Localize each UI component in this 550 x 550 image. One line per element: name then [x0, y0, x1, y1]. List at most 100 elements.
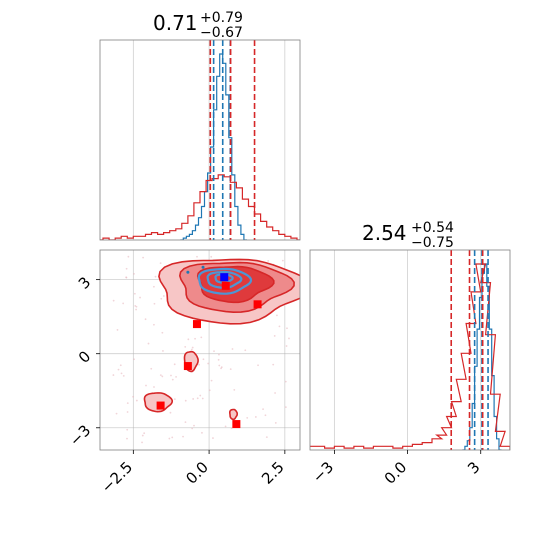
sample-point — [272, 363, 275, 366]
axes-frame — [99, 249, 301, 451]
sample-point — [139, 296, 141, 299]
sample-point — [126, 402, 129, 404]
x-tick-label: −3 — [309, 458, 337, 486]
panel-title-lower: −0.75 — [411, 235, 454, 251]
sample-point — [230, 427, 233, 430]
sample-point — [154, 275, 157, 278]
sample-point — [199, 394, 202, 397]
sample-point — [169, 411, 172, 414]
red-marker — [221, 281, 230, 290]
sample-point — [267, 259, 270, 262]
sample-point — [274, 392, 276, 394]
sample-point — [153, 285, 155, 288]
histogram-series-1 — [310, 263, 510, 450]
sample-point — [281, 259, 284, 262]
sample-point — [274, 422, 277, 424]
sample-point — [285, 345, 288, 347]
sample-point — [162, 295, 165, 297]
histogram-series-0 — [180, 53, 247, 240]
blue-marker — [220, 273, 229, 282]
sample-point — [218, 364, 221, 367]
blue-sample — [186, 270, 190, 274]
sample-point — [191, 427, 194, 430]
sample-point — [175, 376, 177, 378]
sample-point — [153, 323, 155, 326]
sample-point — [173, 398, 176, 401]
sample-point — [115, 412, 118, 415]
blue-contour — [206, 270, 243, 289]
sample-point — [126, 437, 128, 440]
sample-point — [126, 411, 129, 413]
sample-point — [160, 297, 163, 300]
sample-point — [182, 435, 184, 438]
sample-point — [161, 331, 164, 334]
sample-point — [119, 364, 122, 367]
histogram-panel-param1: 0.71 +0.79 −0.67 — [99, 10, 301, 241]
sample-point — [265, 436, 268, 439]
sample-point — [126, 428, 129, 431]
sample-point — [187, 338, 190, 341]
histogram-series-1 — [100, 174, 300, 240]
sample-point — [125, 267, 128, 270]
sample-point — [141, 441, 143, 444]
sample-point — [190, 348, 193, 351]
sample-point — [233, 388, 236, 391]
sample-point — [201, 431, 203, 434]
sample-point — [120, 372, 123, 375]
sample-point — [286, 327, 288, 330]
histogram-panel-param2: 2.54 +0.54 −0.75 −3 0.0 3 — [309, 220, 511, 488]
panel-title-lower: −0.67 — [200, 25, 243, 41]
sample-point — [153, 386, 155, 388]
sample-point — [194, 337, 196, 340]
sample-point — [127, 255, 130, 258]
sample-point — [254, 416, 257, 418]
sample-point — [142, 256, 145, 259]
sample-point — [212, 437, 214, 439]
sample-point — [220, 367, 222, 370]
sample-point — [262, 408, 264, 411]
sample-point — [210, 255, 213, 258]
sample-point — [257, 364, 259, 367]
contour-area — [112, 255, 300, 444]
y-tick-label: 0 — [75, 347, 94, 366]
sample-point — [218, 353, 220, 356]
sample-point — [229, 368, 232, 371]
sample-point — [202, 358, 205, 361]
y-tick-label: −3 — [66, 421, 94, 449]
sample-point — [143, 432, 146, 435]
sample-point — [153, 302, 156, 305]
panel-title-upper: +0.79 — [200, 10, 243, 26]
panel-title-value: 0.71 — [153, 11, 198, 35]
sample-point — [171, 378, 174, 381]
x-tick-label: 3 — [464, 458, 483, 477]
sample-point — [159, 262, 162, 265]
sample-point — [135, 305, 138, 308]
histogram-series-0 — [462, 263, 502, 450]
sample-point — [196, 397, 199, 400]
sample-point — [162, 350, 164, 352]
sample-point — [210, 379, 213, 382]
sample-point — [276, 314, 278, 317]
contour-panel: −2.5 0.0 2.5 3 0 −3 — [66, 249, 301, 497]
sample-point — [278, 325, 281, 328]
sample-point — [161, 375, 164, 378]
sample-point — [122, 302, 125, 305]
panel-title-upper: +0.54 — [411, 220, 454, 236]
sample-point — [133, 358, 135, 361]
sample-point — [201, 397, 204, 400]
red-marker — [192, 320, 201, 329]
red-contour-blob — [229, 408, 238, 421]
sample-point — [145, 384, 147, 387]
blue-contour — [197, 267, 253, 295]
histogram-area — [310, 250, 510, 450]
sample-point — [192, 398, 195, 400]
sample-point — [284, 380, 287, 383]
red-marker — [253, 300, 262, 309]
sample-point — [196, 255, 198, 258]
sample-point — [112, 299, 115, 302]
sample-point — [135, 308, 137, 311]
x-tick-label: 0.0 — [381, 458, 411, 488]
axes-frame — [99, 39, 301, 241]
sample-point — [288, 337, 290, 340]
sample-point — [117, 368, 120, 371]
